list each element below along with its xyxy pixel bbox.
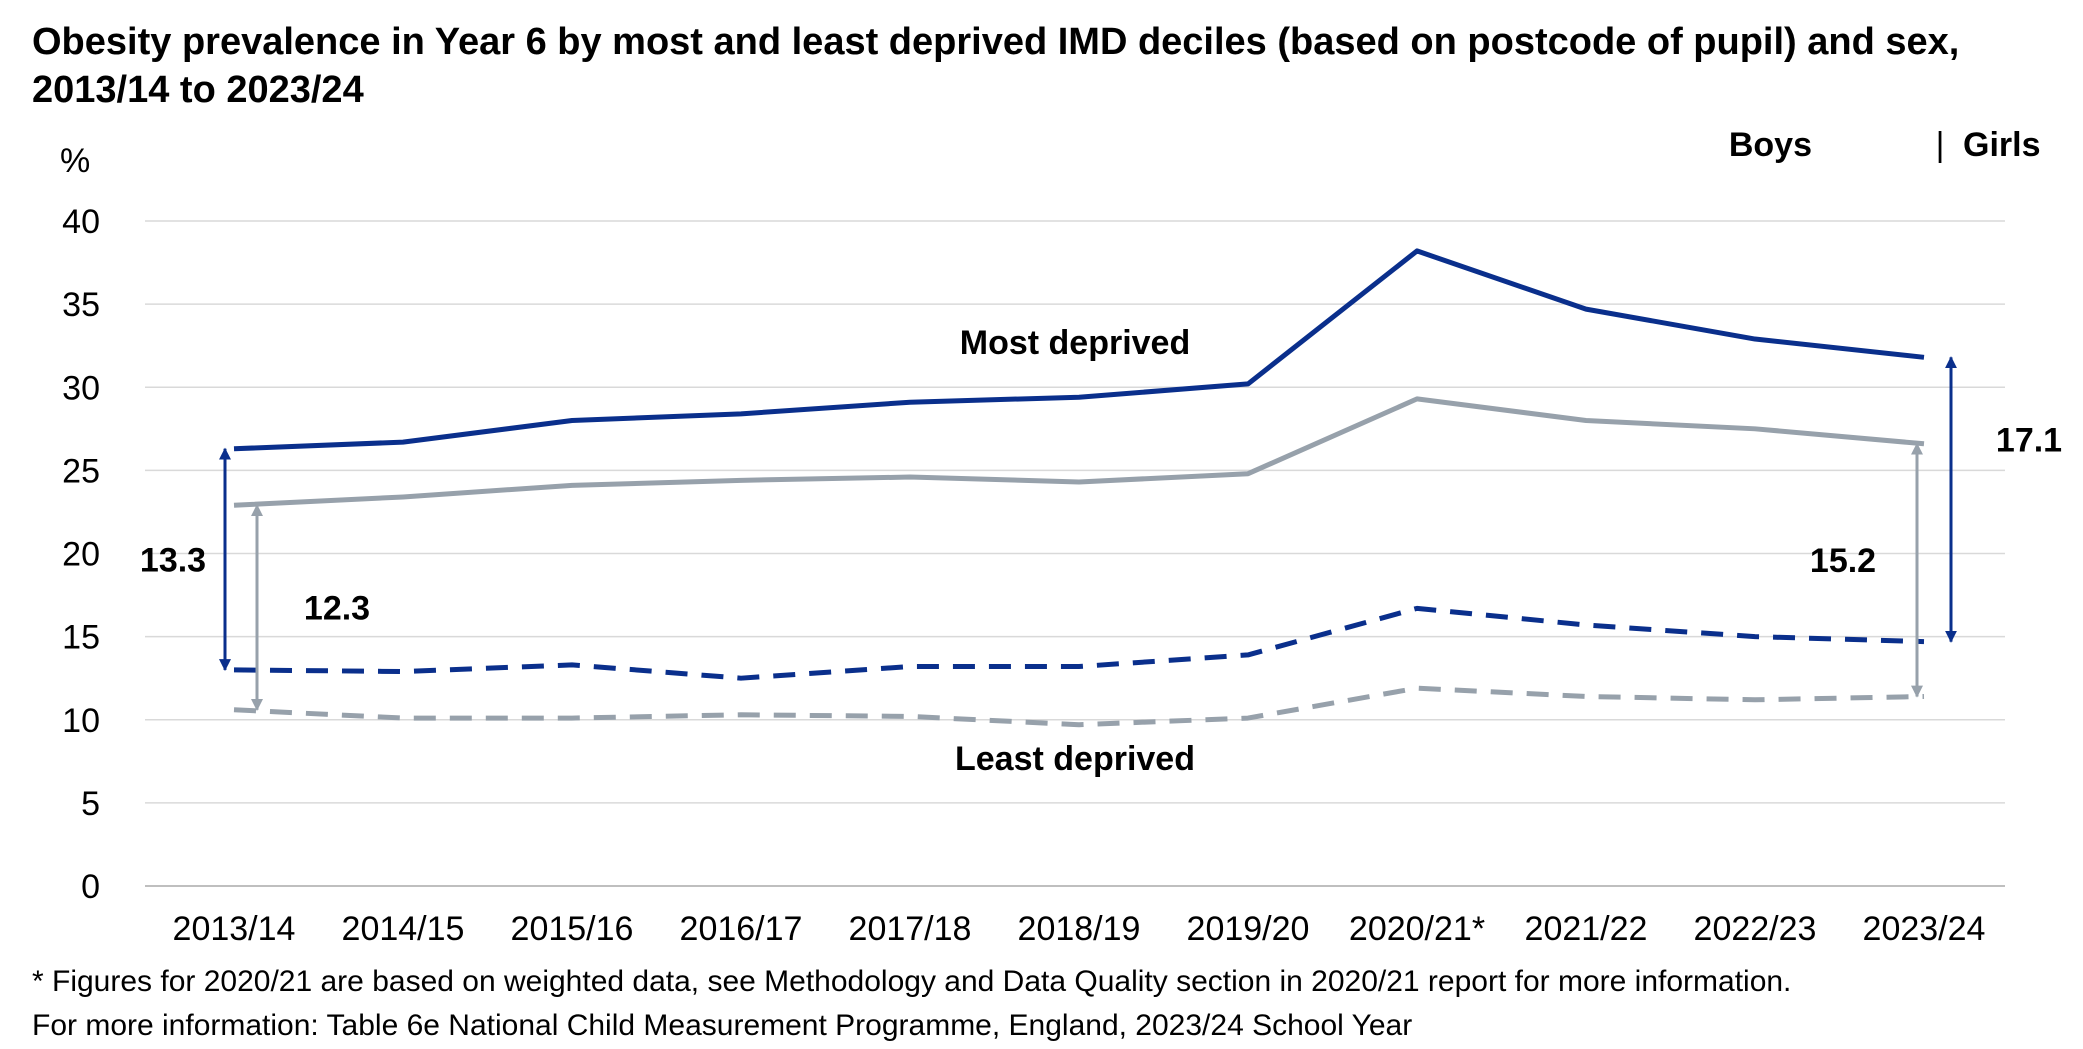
gap-annotations: 13.3 12.3 17.1 15.2 (140, 356, 2062, 711)
y-tick-label: 30 (62, 369, 100, 407)
x-tick-label: 2022/23 (1694, 910, 1817, 948)
x-tick-label: 2015/16 (511, 910, 634, 948)
footnotes: * Figures for 2020/21 are based on weigh… (32, 960, 1791, 1048)
x-tick-label: 2016/17 (680, 910, 803, 948)
gap-label: 12.3 (304, 590, 370, 628)
x-tick-label: 2023/24 (1863, 910, 1986, 948)
legend-separator: | (1936, 126, 1945, 164)
gap-label: 17.1 (1996, 421, 2062, 459)
series-line-girls-most-deprived (233, 396, 1925, 508)
y-tick-label: 20 (62, 536, 100, 574)
legend: Boys | Girls (1729, 126, 2041, 164)
y-axis-ticks: 0 5 10 15 20 25 30 35 40 (62, 203, 100, 906)
x-tick-label: 2019/20 (1187, 910, 1310, 948)
series-lines (233, 248, 1925, 728)
y-tick-label: 10 (62, 702, 100, 740)
gap-label: 15.2 (1810, 542, 1876, 580)
y-tick-label: 35 (62, 286, 100, 324)
x-tick-label: 2017/18 (849, 910, 972, 948)
x-tick-label: 2014/15 (342, 910, 465, 948)
legend-boys: Boys (1729, 126, 1812, 164)
least-deprived-label: Least deprived (955, 740, 1195, 778)
legend-girls: Girls (1963, 126, 2040, 164)
x-tick-label: 2013/14 (173, 910, 296, 948)
y-tick-label: 25 (62, 452, 100, 490)
y-tick-label: 40 (62, 203, 100, 241)
footnote-source: For more information: Table 6e National … (32, 1009, 1413, 1042)
gridlines (145, 220, 2005, 887)
footnote-weighted: * Figures for 2020/21 are based on weigh… (32, 965, 1792, 998)
x-axis-ticks: 2013/14 2014/15 2015/16 2016/17 2017/18 2018/… (173, 910, 1986, 948)
y-tick-label: 5 (81, 785, 100, 823)
y-tick-label: 15 (62, 619, 100, 657)
gap-label: 13.3 (140, 541, 206, 579)
series-line-girls-least-deprived (233, 685, 1925, 728)
chart-title: Obesity prevalence in Year 6 by most and… (32, 21, 1960, 111)
x-tick-label: 2018/19 (1018, 910, 1141, 948)
y-tick-label: 0 (81, 868, 100, 906)
series-line-boys-most-deprived (233, 248, 1925, 452)
most-deprived-label: Most deprived (960, 324, 1190, 362)
series-line-boys-least-deprived (233, 605, 1925, 681)
x-tick-label: 2021/22 (1525, 910, 1648, 948)
y-axis-label: % (60, 142, 90, 180)
x-tick-label: 2020/21* (1349, 910, 1485, 948)
